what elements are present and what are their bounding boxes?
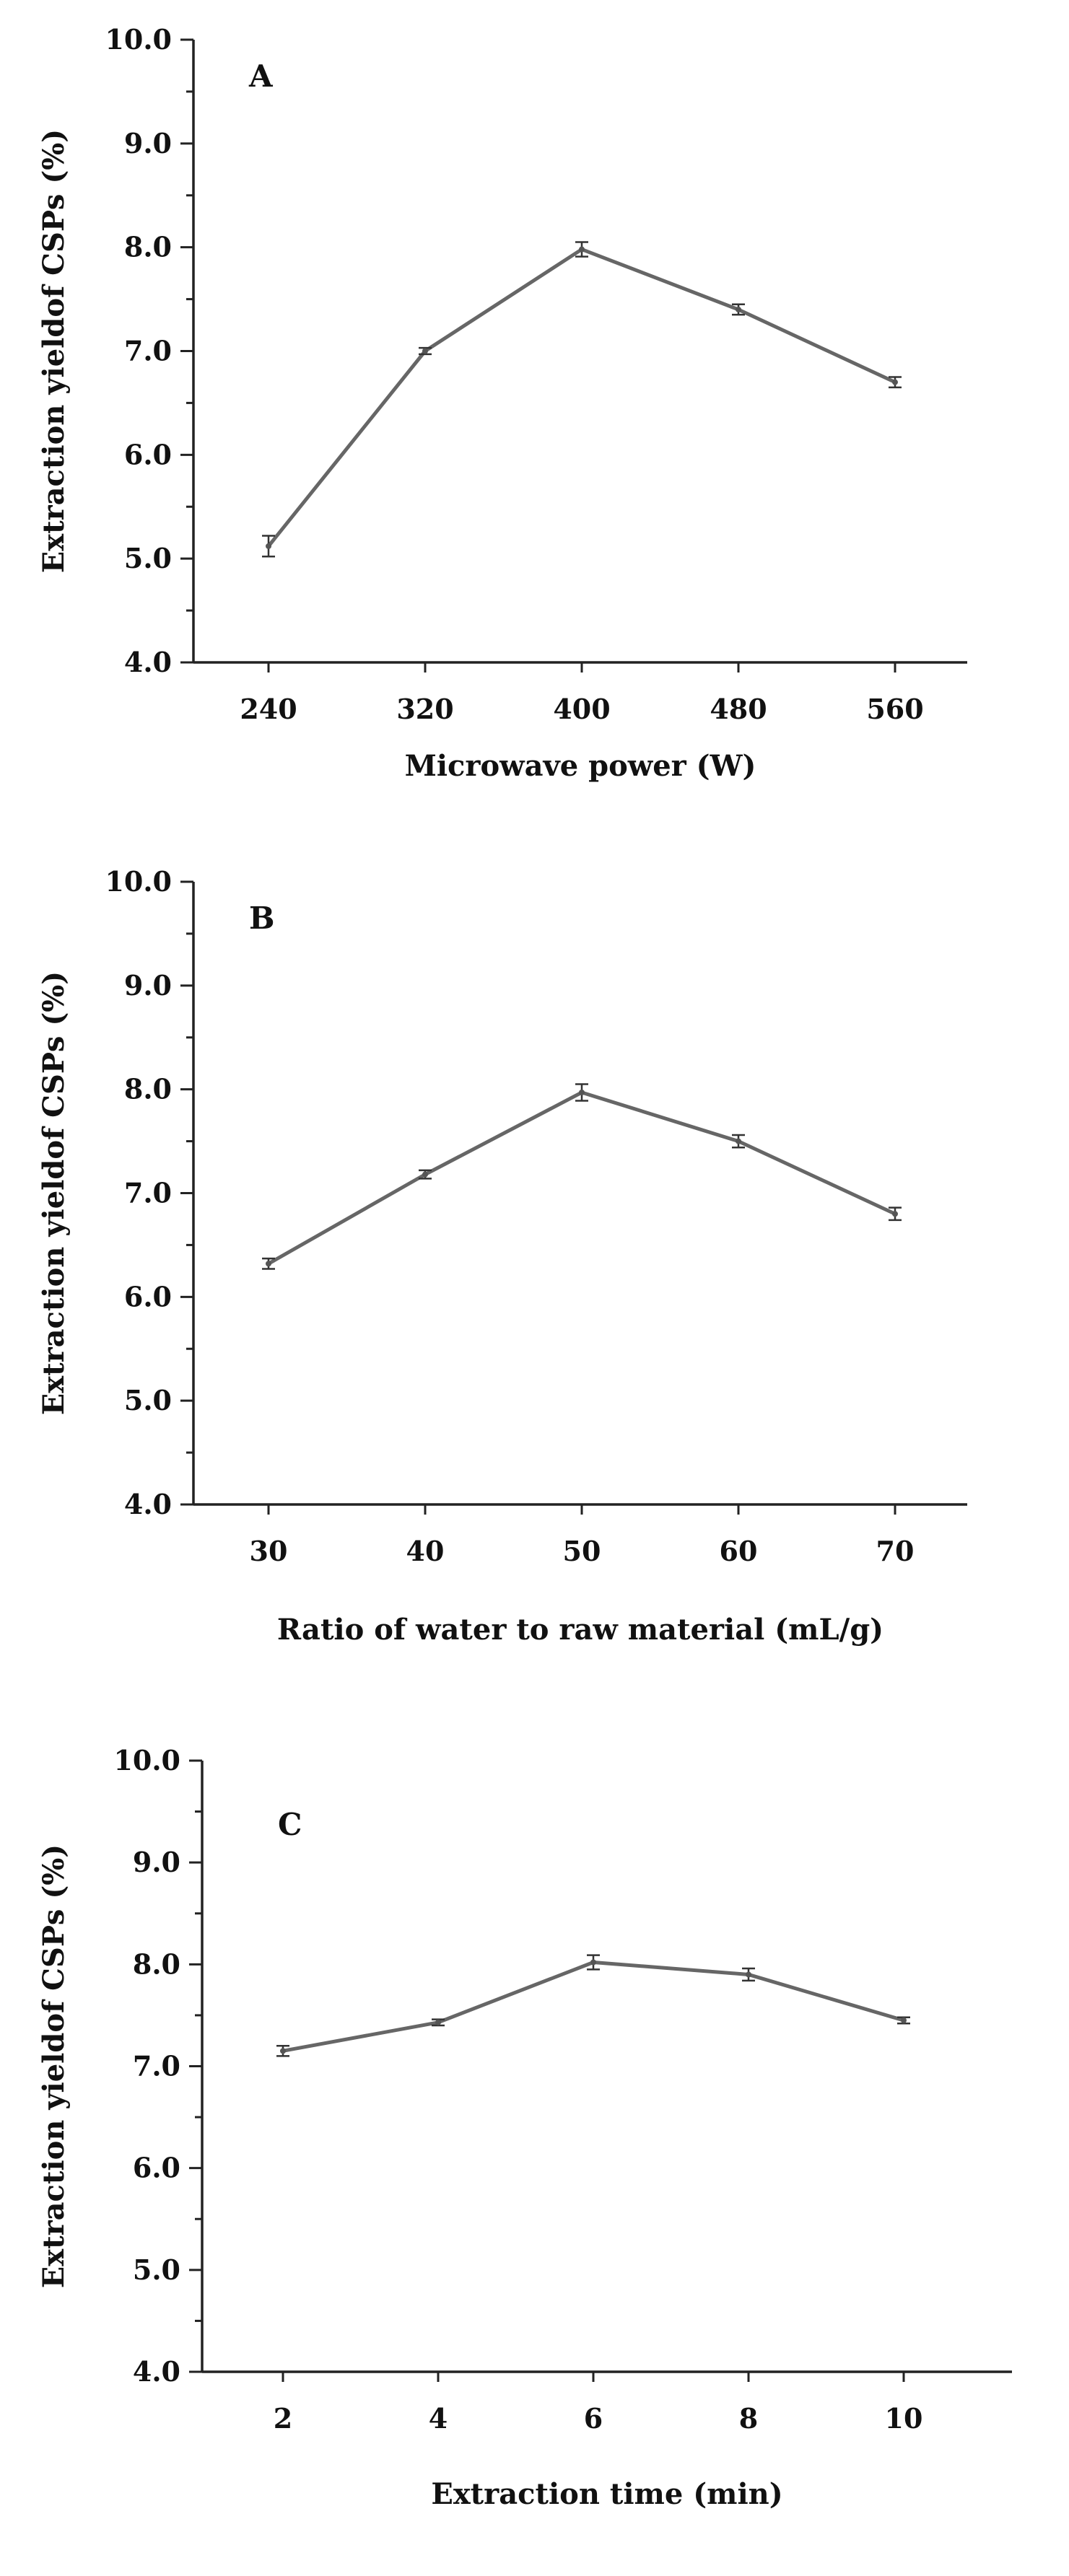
series-line bbox=[267, 247, 896, 548]
y-tick-label: 4.0 bbox=[124, 1488, 172, 1520]
data-point bbox=[736, 1138, 741, 1144]
x-tick-label: 2 bbox=[274, 2402, 292, 2435]
y-tick-label: 6.0 bbox=[124, 438, 172, 470]
data-point bbox=[280, 2048, 286, 2054]
x-tick-label: 70 bbox=[876, 1535, 915, 1567]
y-tick-label: 9.0 bbox=[124, 969, 172, 1002]
data-point bbox=[736, 306, 741, 312]
data-point bbox=[579, 1089, 585, 1095]
y-tick-label: 8.0 bbox=[124, 231, 172, 263]
y-tick-label: 10.0 bbox=[113, 1744, 180, 1777]
x-tick-label: 60 bbox=[720, 1535, 758, 1567]
panel-label: C bbox=[278, 1807, 302, 1842]
x-tick-label: 50 bbox=[563, 1535, 601, 1567]
x-tick-label: 30 bbox=[250, 1535, 288, 1567]
data-point bbox=[892, 1211, 898, 1217]
y-axis-label: Extraction yieldof CSPs (%) bbox=[37, 129, 71, 574]
x-tick-label: 40 bbox=[406, 1535, 445, 1567]
data-point bbox=[892, 379, 898, 385]
panel-label: B bbox=[249, 901, 275, 936]
x-tick-label: 560 bbox=[866, 693, 923, 725]
chart-panel-c: 4.0 5.0 6.0 7.0 8.0 9.0 10.0 2 4 6 8 10 C Extraction … bbox=[37, 1744, 1012, 2511]
y-tick-label: 8.0 bbox=[124, 1073, 172, 1105]
y-tick-label: 5.0 bbox=[124, 1384, 172, 1416]
x-tick-label: 320 bbox=[396, 693, 453, 725]
x-axis-label: Ratio of water to raw material (mL/g) bbox=[277, 1613, 883, 1647]
x-axis-label: Extraction time (min) bbox=[431, 2477, 782, 2511]
series-line bbox=[282, 1961, 904, 2053]
x-tick-label: 400 bbox=[553, 693, 610, 725]
y-tick-label: 6.0 bbox=[133, 2152, 180, 2184]
y-tick-label: 10.0 bbox=[105, 865, 172, 898]
data-point bbox=[266, 543, 271, 549]
y-tick-label: 8.0 bbox=[133, 1948, 180, 1980]
y-tick-label: 4.0 bbox=[124, 646, 172, 678]
data-point bbox=[435, 2019, 441, 2025]
y-tick-label: 10.0 bbox=[105, 23, 172, 56]
chart-panel-b: 4.0 5.0 6.0 7.0 8.0 9.0 10.0 30 40 50 60 70 B Ratio o… bbox=[37, 865, 967, 1647]
y-tick-label: 9.0 bbox=[133, 1846, 180, 1878]
x-tick-label: 240 bbox=[240, 693, 297, 725]
data-point bbox=[590, 1959, 596, 1966]
x-tick-label: 10 bbox=[885, 2402, 923, 2435]
y-tick-label: 5.0 bbox=[124, 542, 172, 574]
y-tick-label: 7.0 bbox=[124, 335, 172, 367]
data-point bbox=[422, 348, 428, 354]
y-axis-label: Extraction yieldof CSPs (%) bbox=[37, 971, 71, 1416]
data-point bbox=[746, 1971, 751, 1978]
x-axis-label: Microwave power (W) bbox=[405, 749, 756, 783]
y-tick-label: 6.0 bbox=[124, 1280, 172, 1313]
data-point bbox=[901, 2017, 907, 2023]
y-tick-label: 5.0 bbox=[133, 2253, 180, 2286]
panel-label: A bbox=[248, 58, 274, 94]
series-line bbox=[267, 1090, 896, 1266]
y-tick-label: 7.0 bbox=[124, 1177, 172, 1209]
x-tick-label: 6 bbox=[584, 2402, 603, 2435]
data-point bbox=[579, 246, 585, 253]
y-tick-label: 7.0 bbox=[133, 2050, 180, 2082]
x-tick-label: 8 bbox=[739, 2402, 758, 2435]
y-tick-label: 9.0 bbox=[124, 127, 172, 159]
chart-panel-a: 4.0 5.0 6.0 7.0 8.0 9.0 10.0 240 320 400 480 560 A Mi… bbox=[37, 23, 967, 783]
data-point bbox=[266, 1261, 271, 1267]
y-axis-label: Extraction yieldof CSPs (%) bbox=[37, 1844, 71, 2289]
x-tick-label: 4 bbox=[429, 2402, 448, 2435]
data-point bbox=[422, 1171, 428, 1178]
x-tick-label: 480 bbox=[710, 693, 767, 725]
y-tick-label: 4.0 bbox=[133, 2355, 180, 2388]
